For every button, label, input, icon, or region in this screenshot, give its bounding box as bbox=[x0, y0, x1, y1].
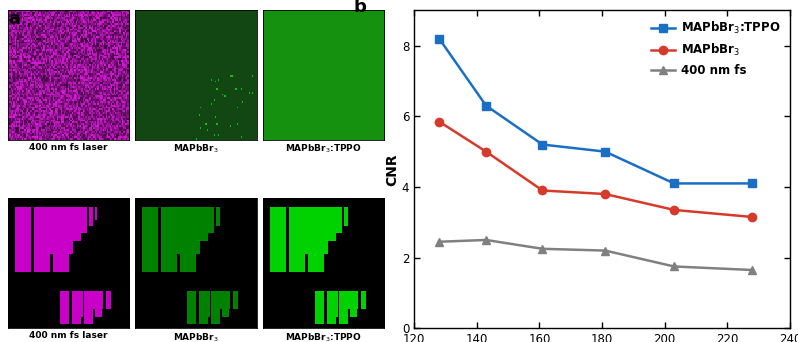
MAPbBr$_3$:TPPO bbox=[481, 104, 491, 108]
X-axis label: MAPbBr$_3$: MAPbBr$_3$ bbox=[173, 143, 219, 155]
400 nm fs bbox=[670, 264, 679, 268]
Legend: MAPbBr$_3$:TPPO, MAPbBr$_3$, 400 nm fs: MAPbBr$_3$:TPPO, MAPbBr$_3$, 400 nm fs bbox=[648, 16, 784, 80]
X-axis label: 400 nm fs laser: 400 nm fs laser bbox=[30, 143, 108, 152]
400 nm fs bbox=[481, 238, 491, 242]
MAPbBr$_3$ bbox=[538, 188, 547, 193]
Text: a: a bbox=[8, 10, 20, 28]
MAPbBr$_3$:TPPO bbox=[748, 181, 757, 185]
400 nm fs bbox=[538, 247, 547, 251]
400 nm fs bbox=[434, 240, 444, 244]
Line: 400 nm fs: 400 nm fs bbox=[435, 236, 757, 274]
MAPbBr$_3$:TPPO bbox=[670, 181, 679, 185]
X-axis label: MAPbBr$_3$: MAPbBr$_3$ bbox=[173, 331, 219, 342]
Text: b: b bbox=[354, 0, 367, 15]
X-axis label: 400 nm fs laser: 400 nm fs laser bbox=[30, 331, 108, 340]
Line: MAPbBr$_3$:TPPO: MAPbBr$_3$:TPPO bbox=[435, 34, 757, 188]
MAPbBr$_3$:TPPO bbox=[538, 143, 547, 147]
Line: MAPbBr$_3$: MAPbBr$_3$ bbox=[435, 117, 757, 221]
MAPbBr$_3$:TPPO bbox=[434, 37, 444, 41]
X-axis label: MAPbBr$_3$:TPPO: MAPbBr$_3$:TPPO bbox=[285, 143, 361, 155]
Y-axis label: CNR: CNR bbox=[385, 153, 399, 186]
MAPbBr$_3$ bbox=[600, 192, 610, 196]
MAPbBr$_3$ bbox=[748, 215, 757, 219]
400 nm fs bbox=[600, 249, 610, 253]
MAPbBr$_3$ bbox=[434, 120, 444, 124]
400 nm fs bbox=[748, 268, 757, 272]
MAPbBr$_3$ bbox=[481, 149, 491, 154]
X-axis label: MAPbBr$_3$:TPPO: MAPbBr$_3$:TPPO bbox=[285, 331, 361, 342]
MAPbBr$_3$:TPPO bbox=[600, 149, 610, 154]
MAPbBr$_3$ bbox=[670, 208, 679, 212]
